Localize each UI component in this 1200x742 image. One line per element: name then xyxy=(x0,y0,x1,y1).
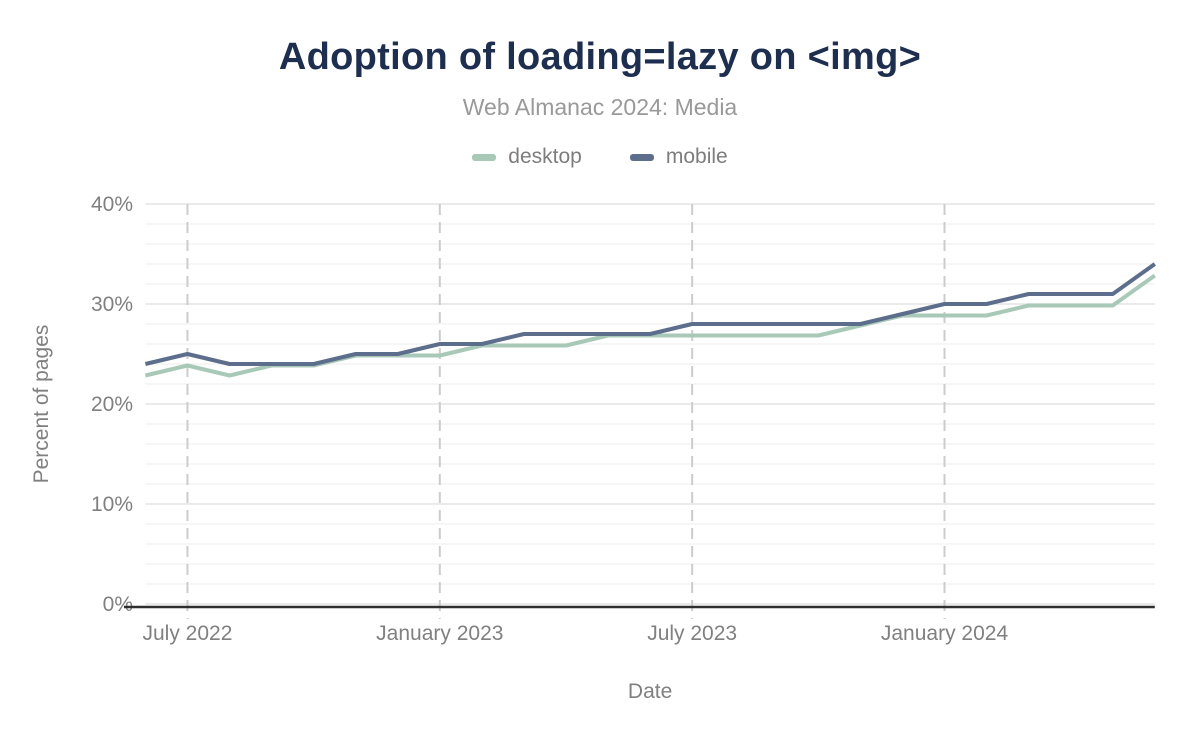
legend-item-mobile: mobile xyxy=(629,145,728,169)
y-axis-tick-label: 10% xyxy=(91,493,133,516)
desktop-series-swatch xyxy=(472,153,497,161)
y-axis-tick-label: 0% xyxy=(103,593,133,616)
chart-header: Adoption of loading=lazy on <img> Web Al… xyxy=(0,0,1200,169)
y-axis-tick-label: 40% xyxy=(91,193,133,216)
x-axis-tick-label: January 2023 xyxy=(376,622,503,645)
x-axis-tick-label: January 2024 xyxy=(881,622,1009,645)
series-line-desktop xyxy=(144,273,1156,378)
mobile-series-swatch xyxy=(629,153,654,161)
series-line-mobile xyxy=(144,262,1156,366)
y-axis-tick-label: 20% xyxy=(91,393,133,416)
legend-label-mobile: mobile xyxy=(665,145,728,168)
x-axis-title: Date xyxy=(628,680,672,703)
legend-item-desktop: desktop xyxy=(472,145,582,169)
chart-subtitle: Web Almanac 2024: Media xyxy=(462,94,738,120)
y-axis-tick-label: 30% xyxy=(91,293,133,316)
legend-label-desktop: desktop xyxy=(508,145,582,168)
legend: desktop mobile xyxy=(0,145,1200,169)
y-axis-title: Percent of pages xyxy=(30,325,53,484)
x-axis-tick-label: July 2022 xyxy=(143,622,233,645)
x-axis-tick-label: July 2023 xyxy=(647,622,737,645)
chart-title: Adoption of loading=lazy on <img> xyxy=(278,36,922,78)
